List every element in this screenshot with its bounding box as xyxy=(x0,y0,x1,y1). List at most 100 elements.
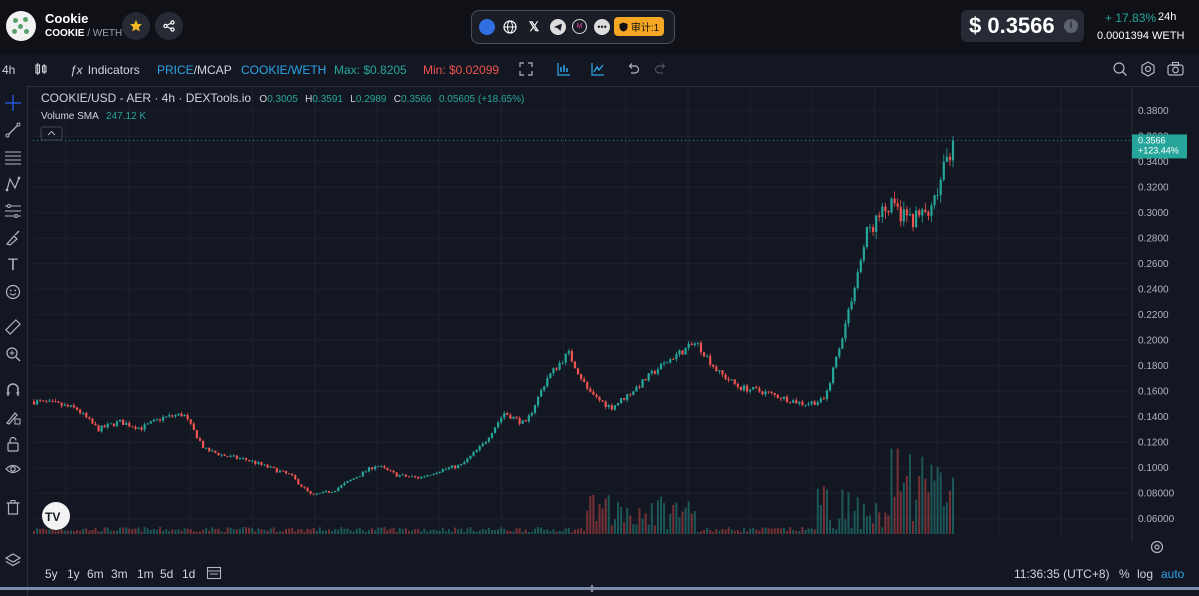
text-icon[interactable]: T xyxy=(7,255,19,274)
interval-selector[interactable]: 4h xyxy=(2,63,16,77)
volume-bar xyxy=(610,525,613,534)
x-twitter-icon[interactable]: 𝕏 xyxy=(528,19,540,34)
candle-type-button[interactable] xyxy=(34,62,48,79)
chain-icon[interactable] xyxy=(479,19,495,35)
eye-icon[interactable] xyxy=(4,460,22,478)
range-6m[interactable]: 6m xyxy=(87,567,104,581)
share-button[interactable] xyxy=(155,12,183,40)
undo-icon xyxy=(628,63,640,74)
candle-body xyxy=(865,227,869,248)
screenshot-button[interactable] xyxy=(1167,61,1184,80)
website-icon[interactable] xyxy=(502,19,518,35)
collapse-legend-button[interactable] xyxy=(40,126,63,141)
candle-body xyxy=(386,467,389,470)
volume-bar xyxy=(383,527,386,534)
price-chart[interactable]: 0.38000.36000.34000.32000.30000.28000.26… xyxy=(28,86,1199,555)
zoom-in-icon[interactable] xyxy=(4,345,22,363)
time-axis-settings-button[interactable] xyxy=(1150,540,1170,556)
candle-body xyxy=(586,382,589,389)
range-1y[interactable]: 1y xyxy=(67,567,80,581)
range-5y[interactable]: 5y xyxy=(45,567,58,581)
candle-body xyxy=(79,409,82,414)
magnet-icon[interactable] xyxy=(4,381,22,399)
volume-bar xyxy=(272,527,275,534)
range-1d[interactable]: 1d xyxy=(182,567,196,581)
audit-badge[interactable]: 审计:1 xyxy=(614,17,664,36)
coinmarketcap-icon[interactable]: M xyxy=(572,19,587,34)
trash-icon[interactable] xyxy=(4,498,22,516)
range-5d[interactable]: 5d xyxy=(160,567,174,581)
candle-body xyxy=(66,404,69,407)
clock-time[interactable]: 11:36:35 (UTC+8) xyxy=(1014,567,1110,581)
chart-canvas[interactable]: 0.38000.36000.34000.32000.30000.28000.26… xyxy=(28,86,1199,555)
log-toggle[interactable]: log xyxy=(1137,567,1154,581)
range-3m[interactable]: 3m xyxy=(111,567,128,581)
volume-bar xyxy=(945,502,948,534)
volume-bar xyxy=(696,531,699,534)
horizontal-lines-icon[interactable] xyxy=(4,148,22,166)
info-icon[interactable]: i xyxy=(1064,19,1078,33)
candle-body xyxy=(232,455,235,457)
candle-body xyxy=(927,211,930,216)
candle-body xyxy=(115,421,119,427)
volume-bar xyxy=(693,511,696,534)
more-icon[interactable]: ••• xyxy=(594,19,610,35)
pattern-icon[interactable] xyxy=(4,175,22,193)
chart-style-button[interactable] xyxy=(557,62,571,79)
candle-body xyxy=(724,374,727,380)
indicators-button[interactable]: ƒx Indicators xyxy=(70,63,140,77)
volume-bar xyxy=(404,528,407,534)
volume-bar xyxy=(779,528,782,534)
close-label: C xyxy=(394,94,401,105)
volume-bar xyxy=(349,530,352,534)
candle-body xyxy=(755,386,758,389)
volume-bar xyxy=(543,529,546,534)
layers-icon[interactable] xyxy=(4,551,22,569)
volume-bar xyxy=(484,529,487,534)
price-tick-label: 0.06000 xyxy=(1138,514,1175,525)
volume-bar xyxy=(872,523,875,534)
candle-body xyxy=(856,272,859,289)
quick-search-button[interactable] xyxy=(1112,61,1128,80)
settings-button[interactable] xyxy=(1140,61,1156,80)
telegram-icon[interactable] xyxy=(550,19,566,35)
candle-body xyxy=(291,473,294,476)
candle-body xyxy=(48,400,51,402)
price-mcap-toggle[interactable]: PRICE/MCAP xyxy=(157,63,232,77)
date-range-button[interactable] xyxy=(206,565,222,584)
crosshair-icon[interactable] xyxy=(4,94,22,112)
candle-body xyxy=(158,419,162,421)
range-1m[interactable]: 1m xyxy=(137,567,154,581)
edit-lock-icon[interactable] xyxy=(4,408,22,426)
lock-icon[interactable] xyxy=(4,435,22,453)
compare-button[interactable] xyxy=(591,62,605,79)
volume-bar xyxy=(466,528,469,534)
candle-body xyxy=(463,462,466,465)
candle-body xyxy=(736,383,739,387)
volume-bar xyxy=(742,527,745,534)
indicators-label: Indicators xyxy=(87,63,140,77)
price-tick-label: 0.2200 xyxy=(1138,310,1169,321)
volume-bar xyxy=(739,531,742,534)
pair-toggle[interactable]: COOKIE/WETH xyxy=(241,63,327,77)
volume-bar xyxy=(776,527,779,534)
resize-handle-icon[interactable]: ↕ xyxy=(588,580,596,595)
volume-bar xyxy=(97,531,100,534)
fib-icon[interactable] xyxy=(4,202,22,220)
ruler-icon[interactable] xyxy=(4,318,22,336)
favorite-button[interactable] xyxy=(122,12,150,40)
volume-bar xyxy=(524,529,527,534)
trend-line-icon[interactable] xyxy=(4,121,22,139)
fullscreen-button[interactable] xyxy=(519,62,533,79)
redo-button[interactable] xyxy=(654,62,668,79)
percent-toggle[interactable]: % xyxy=(1119,567,1130,581)
candle-body xyxy=(503,413,506,418)
panel-divider[interactable] xyxy=(0,587,1199,590)
candle-body xyxy=(168,415,171,417)
undo-button[interactable] xyxy=(626,62,640,79)
candle-body xyxy=(792,400,795,403)
auto-toggle[interactable]: auto xyxy=(1161,567,1185,581)
emoji-icon[interactable] xyxy=(4,283,22,301)
volume-bar xyxy=(718,530,721,534)
brush-icon[interactable] xyxy=(4,229,22,247)
